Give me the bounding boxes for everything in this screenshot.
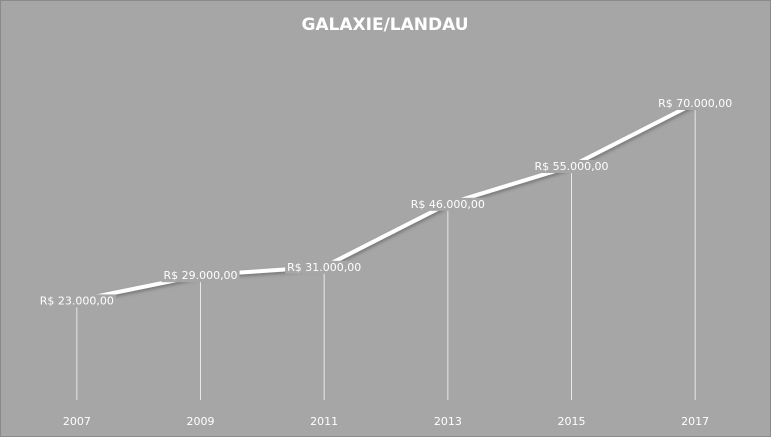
x-tick-label: 2009 xyxy=(187,415,215,428)
label-background xyxy=(161,269,240,283)
label-background xyxy=(285,260,364,274)
label-background xyxy=(656,97,735,110)
data-label: R$ 29.000,00 xyxy=(163,269,237,282)
data-label: R$ 55.000,00 xyxy=(534,160,608,173)
data-label: R$ 31.000,00 xyxy=(287,261,361,274)
chart-title: GALAXIE/LANDAU xyxy=(301,15,468,35)
x-tick-label: 2007 xyxy=(63,415,91,428)
x-tick-label: 2011 xyxy=(310,415,338,428)
label-background xyxy=(532,160,611,173)
data-label: R$ 23.000,00 xyxy=(40,294,114,307)
x-tick-label: 2013 xyxy=(434,415,462,428)
data-label: R$ 46.000,00 xyxy=(411,198,485,211)
label-background xyxy=(408,197,487,211)
x-tick-label: 2017 xyxy=(681,415,709,428)
label-background xyxy=(37,294,116,308)
x-tick-label: 2015 xyxy=(558,415,586,428)
data-label: R$ 70.000,00 xyxy=(658,97,732,110)
